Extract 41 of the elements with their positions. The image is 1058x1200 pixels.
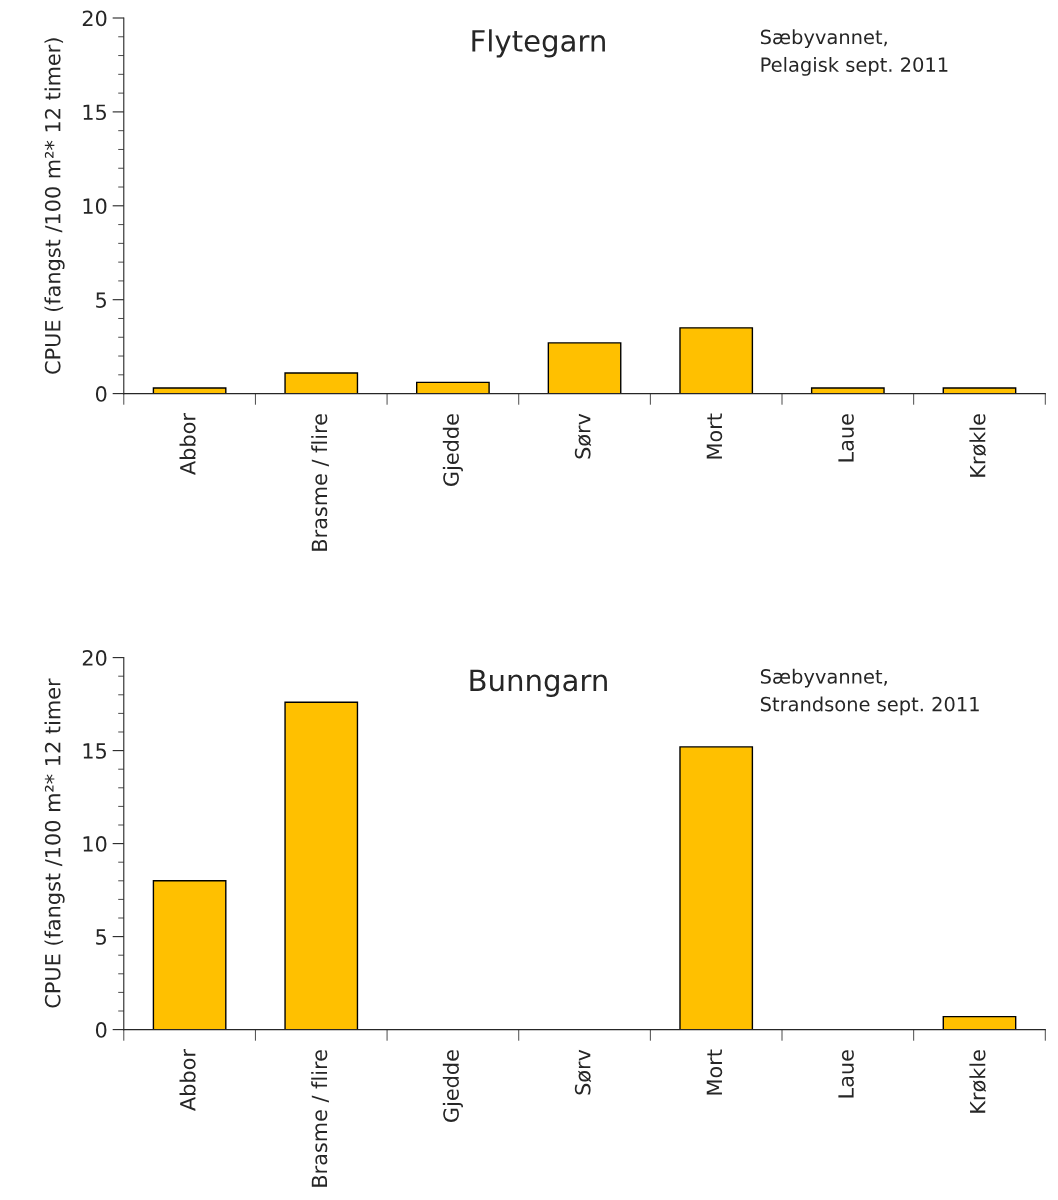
y-tick-label: 15	[83, 743, 106, 759]
bar	[152, 880, 227, 1030]
x-tick-label: Laue	[838, 414, 854, 462]
chart-title: Bunngarn	[470, 669, 607, 697]
x-tick-label: Mort	[706, 1049, 723, 1095]
x-tick-label: Sørv	[574, 1049, 592, 1095]
y-tick-label: 10	[83, 836, 107, 852]
bar	[416, 381, 490, 394]
y-tick-label: 15	[83, 104, 106, 121]
x-tick-label: Laue	[838, 1050, 854, 1098]
x-tick-label: Mort	[706, 413, 723, 459]
x-tick-label: Sørv	[574, 413, 592, 459]
x-tick-label: Gjedde	[442, 1050, 463, 1122]
x-tick-label: Gjedde	[442, 414, 463, 486]
y-tick-label: 0	[95, 1022, 107, 1038]
y-tick-label: 20	[82, 10, 107, 27]
bar	[679, 327, 754, 394]
x-tick-label: Krøkle	[969, 1050, 987, 1113]
bar	[547, 342, 622, 394]
y-tick-label: 20	[82, 650, 107, 666]
bar	[942, 387, 1017, 394]
x-tick-label: Krøkle	[969, 414, 987, 477]
chart-title: Flytegarn	[472, 29, 605, 58]
y-axis-title: CPUE (fangst /100 m²* 12 timer)	[44, 38, 65, 374]
bar	[679, 746, 754, 1030]
bar	[810, 387, 885, 394]
y-tick-label: 10	[83, 198, 107, 215]
annotation: Sæbyvannet, Pelagisk sept. 2011	[760, 29, 948, 76]
bar	[152, 387, 227, 394]
x-tick-label: Abbor	[179, 413, 196, 475]
y-tick-label: 0	[95, 386, 107, 402]
annotation: Sæbyvannet, Strandsone sept. 2011	[760, 668, 979, 716]
x-tick-label: Brasme / flire	[311, 414, 329, 551]
bar	[284, 372, 359, 394]
bar	[942, 1015, 1017, 1030]
bar	[284, 701, 359, 1030]
x-tick-label: Brasme / flire	[311, 1050, 329, 1187]
y-axis-title: CPUE (fangst /100 m²* 12 timer	[44, 678, 65, 1008]
y-tick-label: 5	[96, 929, 106, 945]
x-tick-label: Abbor	[179, 1049, 196, 1111]
y-tick-label: 5	[96, 292, 106, 308]
